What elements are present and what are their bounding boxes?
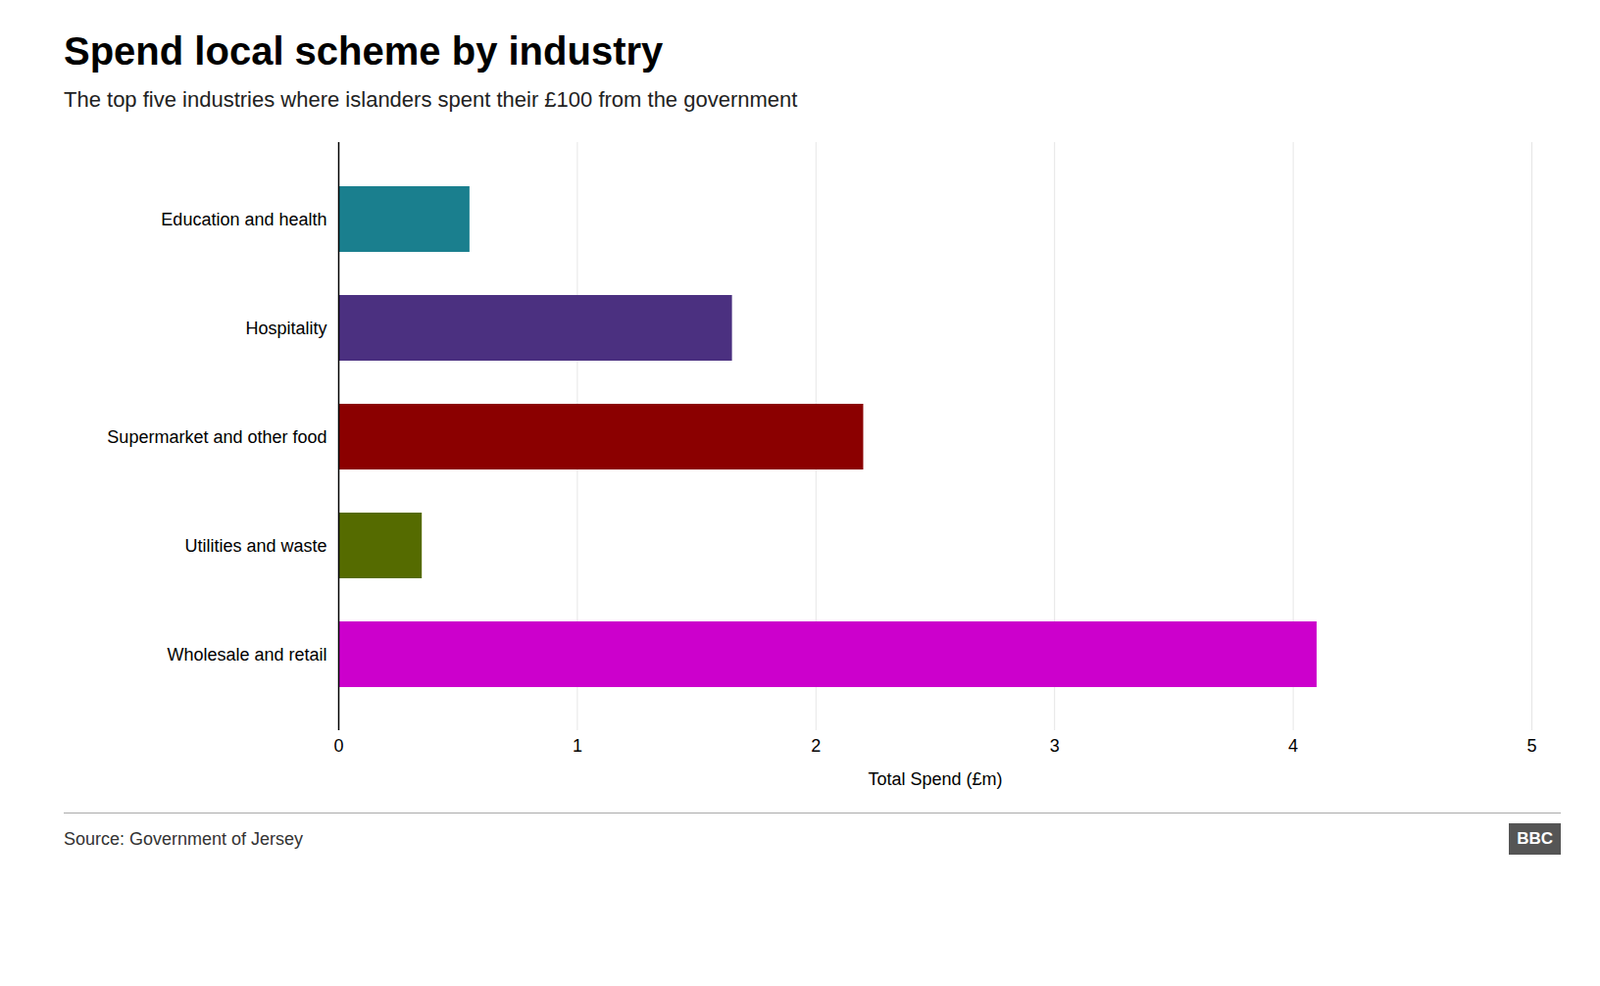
svg-text:Wholesale and retail: Wholesale and retail — [166, 645, 327, 665]
svg-text:0: 0 — [333, 736, 344, 756]
html-text:BBC: BBC — [1516, 829, 1553, 849]
svg-text:1: 1 — [572, 736, 583, 756]
svg-text:Utilities and waste: Utilities and waste — [184, 536, 327, 556]
svg-text:2: 2 — [810, 736, 821, 756]
svg-text:Hospitality: Hospitality — [245, 318, 327, 339]
html-text:The top five industries where: The top five industries where islanders … — [63, 87, 798, 112]
html-text:Source: Government of Jersey: Source: Government of Jersey — [63, 828, 304, 849]
svg-text:Education and health: Education and health — [160, 209, 327, 230]
svg-text:Total Spend (£m): Total Spend (£m) — [867, 769, 1002, 790]
svg-text:3: 3 — [1050, 736, 1060, 756]
svg-text:5: 5 — [1526, 736, 1537, 756]
svg-text:4: 4 — [1288, 736, 1299, 756]
html-text:Spend local scheme by industry: Spend local scheme by industry — [63, 29, 664, 73]
svg-text:Supermarket and other food: Supermarket and other food — [106, 427, 327, 448]
